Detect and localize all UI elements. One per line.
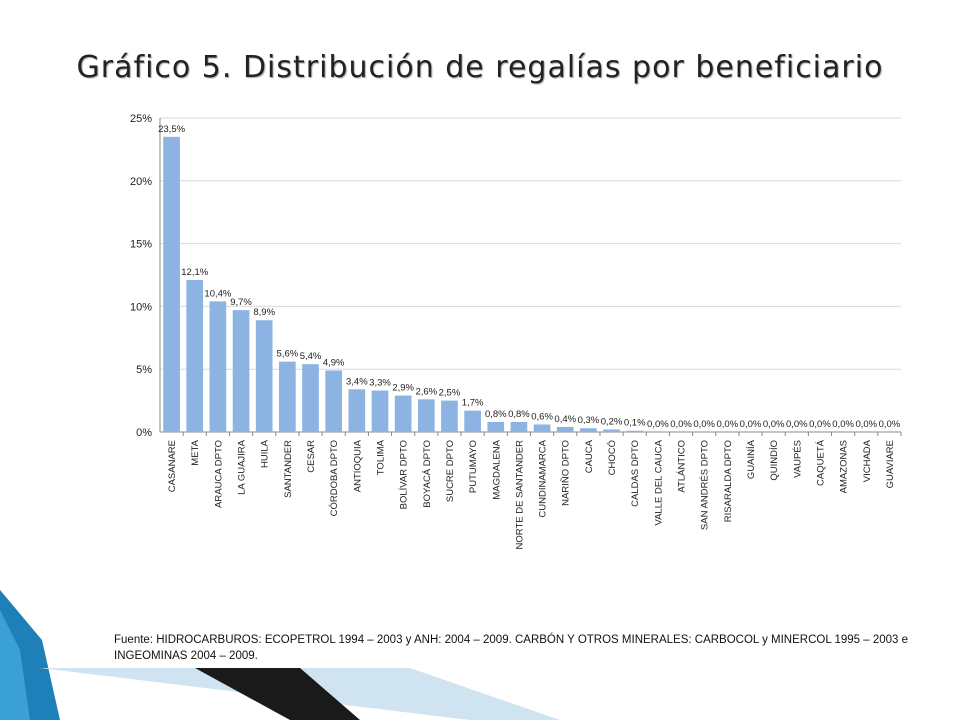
bar bbox=[533, 424, 551, 432]
category-label: TOLIMA bbox=[375, 439, 386, 475]
category-label: CASANARE bbox=[167, 440, 178, 492]
bar bbox=[394, 395, 412, 432]
bar bbox=[556, 426, 574, 432]
y-tick-label: 15% bbox=[130, 239, 152, 251]
category-label: PUTUMAYO bbox=[468, 440, 479, 493]
decoration-dark-stripe bbox=[195, 668, 360, 720]
data-label: 8,9% bbox=[253, 307, 275, 318]
data-label: 0,6% bbox=[531, 411, 553, 422]
data-label: 9,7% bbox=[230, 297, 252, 308]
category-label: CÓRDOBA DPTO bbox=[329, 440, 340, 516]
bar bbox=[348, 389, 366, 432]
category-label: ANTIOQUIA bbox=[352, 439, 363, 492]
data-label: 10,4% bbox=[204, 288, 231, 299]
category-label: META bbox=[190, 439, 201, 465]
bar bbox=[163, 136, 180, 432]
bar bbox=[232, 310, 250, 432]
data-label: 1,7% bbox=[462, 398, 484, 409]
y-tick-label: 0% bbox=[136, 427, 152, 439]
y-tick-label: 5% bbox=[136, 364, 152, 376]
category-label: GUAINÍA bbox=[746, 439, 757, 479]
category-label: CESAR bbox=[306, 440, 317, 473]
data-label: 3,3% bbox=[369, 378, 391, 389]
category-label: CUNDINAMARCA bbox=[538, 439, 549, 517]
category-label: RISARALDA DPTO bbox=[723, 440, 734, 522]
bar bbox=[510, 421, 528, 432]
data-label: 0,0% bbox=[809, 419, 831, 430]
category-label: MAGDALENA bbox=[491, 439, 502, 499]
source-note: Fuente: HIDROCARBUROS: ECOPETROL 1994 – … bbox=[114, 634, 909, 662]
data-label: 12,1% bbox=[181, 267, 208, 278]
bar bbox=[209, 301, 227, 432]
bar-chart: 0% 5% 10% 15% 20% 25% 23,5% CASANARE 12,1% META 10… bbox=[130, 113, 902, 550]
data-label: 0,0% bbox=[693, 419, 715, 430]
data-label: 5,6% bbox=[277, 349, 299, 360]
category-label: ARAUCA DPTO bbox=[213, 440, 224, 508]
category-label: LA GUAJIRA bbox=[237, 439, 248, 495]
category-label: CHOCÓ bbox=[607, 440, 618, 475]
data-label: 2,6% bbox=[415, 386, 437, 397]
category-label: NORTE DE SANTANDER bbox=[514, 440, 525, 550]
data-label: 0,0% bbox=[670, 419, 692, 430]
data-label: 0,0% bbox=[855, 419, 877, 430]
data-label: 0,8% bbox=[485, 409, 507, 420]
y-tick-label: 25% bbox=[130, 113, 152, 125]
category-label: BOLÍVAR DPTO bbox=[399, 440, 410, 509]
data-label: 0,0% bbox=[786, 419, 808, 430]
category-label: QUINDÍO bbox=[769, 440, 780, 481]
bar bbox=[279, 361, 296, 432]
slide-title: Gráfico 5. Distribución de regalías por … bbox=[76, 50, 884, 85]
decoration-light-wedge bbox=[0, 610, 30, 720]
y-tick-label: 20% bbox=[130, 176, 152, 188]
category-label: SANTANDER bbox=[283, 440, 294, 498]
category-label: ATLÁNTICO bbox=[677, 440, 688, 493]
category-label: CAQUETÁ bbox=[815, 439, 826, 486]
category-label: AMAZONAS bbox=[839, 440, 850, 493]
data-label: 0,0% bbox=[647, 419, 669, 430]
bar bbox=[441, 400, 458, 432]
category-label: CALDAS DPTO bbox=[630, 440, 641, 507]
data-label: 5,4% bbox=[300, 351, 322, 362]
category-label: SAN ANDRÉS DPTO bbox=[700, 440, 711, 530]
category-label: BOYACÁ DPTO bbox=[422, 440, 433, 508]
data-label: 0,0% bbox=[740, 419, 762, 430]
bar bbox=[603, 429, 620, 432]
data-label: 2,5% bbox=[439, 388, 461, 399]
data-label: 23,5% bbox=[158, 124, 185, 135]
category-label: CAUCA bbox=[584, 439, 595, 473]
bar bbox=[417, 399, 435, 432]
data-label: 0,1% bbox=[624, 418, 646, 429]
data-label: 0,3% bbox=[578, 415, 600, 426]
data-label: 0,2% bbox=[601, 416, 623, 427]
data-label: 0,0% bbox=[763, 419, 785, 430]
data-label: 0,0% bbox=[879, 419, 901, 430]
bar bbox=[371, 390, 389, 432]
category-label: VAUPÉS bbox=[792, 440, 803, 478]
data-label: 0,0% bbox=[717, 419, 739, 430]
bar bbox=[186, 280, 204, 432]
category-label: HUILA bbox=[260, 439, 271, 468]
data-label: 0,8% bbox=[508, 409, 530, 420]
data-label: 0,0% bbox=[832, 419, 854, 430]
bar bbox=[325, 370, 343, 432]
data-label: 2,9% bbox=[392, 383, 414, 394]
data-label: 0,4% bbox=[554, 414, 576, 425]
category-label: GUAVIARE bbox=[885, 440, 896, 488]
category-label: NARIÑO DPTO bbox=[561, 440, 572, 506]
y-tick-label: 10% bbox=[130, 301, 152, 313]
bar bbox=[255, 320, 273, 432]
category-label: VALLE DEL CAUCA bbox=[653, 439, 664, 525]
bar bbox=[464, 410, 481, 432]
category-label: VICHADA bbox=[862, 439, 873, 482]
data-label: 3,4% bbox=[346, 376, 368, 387]
bar bbox=[302, 364, 319, 432]
bar bbox=[487, 421, 505, 432]
category-label: SUCRE DPTO bbox=[445, 440, 456, 502]
data-label: 4,9% bbox=[323, 357, 345, 368]
bar bbox=[626, 430, 644, 432]
bar bbox=[580, 428, 597, 432]
